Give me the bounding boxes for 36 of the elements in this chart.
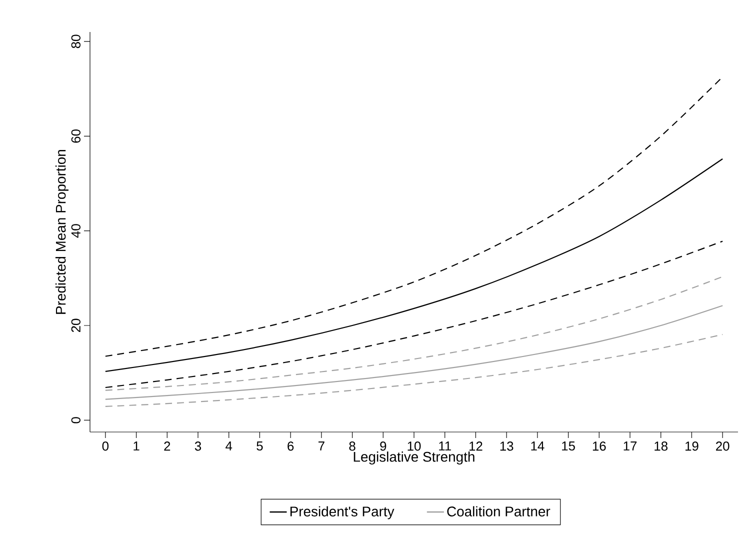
x-tick-label: 17 (624, 442, 637, 450)
line-series (104, 76, 724, 357)
x-tick-label: 15 (562, 442, 575, 451)
x-tick-label: 7 (318, 442, 324, 450)
y-tick-label: 80 (71, 34, 80, 48)
x-tick-label: 5 (256, 442, 263, 451)
x-tick-label: 16 (592, 442, 606, 451)
x-tick-label: 11 (439, 442, 451, 450)
x-tick-label: 10 (408, 442, 421, 451)
x-tick-label: 12 (470, 442, 482, 451)
x-tick-label: 3 (194, 442, 202, 451)
x-tick-label: 14 (531, 442, 544, 450)
legend-label: President's Party (290, 506, 394, 520)
x-tick-label: 8 (349, 442, 356, 451)
line-series (104, 305, 724, 400)
y-tick-label: 40 (71, 224, 80, 238)
x-tick-label: 19 (686, 442, 698, 451)
y-axis-title: Predicted Mean Proportion (55, 150, 68, 314)
legend-label: Coalition Partner (447, 506, 550, 516)
x-axis-title: Legislative Strength (354, 452, 474, 465)
y-tick-label: 60 (71, 129, 80, 143)
y-tick-label: 20 (71, 318, 80, 332)
x-tick-label: 9 (380, 442, 386, 451)
line-series (104, 240, 724, 388)
line-series (104, 334, 724, 407)
x-tick-label: 1 (134, 442, 140, 450)
x-tick-label: 2 (164, 442, 170, 451)
x-tick-label: 20 (716, 442, 730, 451)
x-tick-label: 18 (654, 442, 668, 451)
x-tick-label: 13 (500, 442, 514, 451)
line-series (104, 158, 724, 372)
y-tick-label: 0 (71, 417, 80, 424)
x-tick-label: 4 (226, 442, 232, 450)
x-tick-label: 0 (102, 442, 109, 451)
line-series (104, 276, 724, 391)
x-tick-label: 6 (288, 442, 294, 451)
